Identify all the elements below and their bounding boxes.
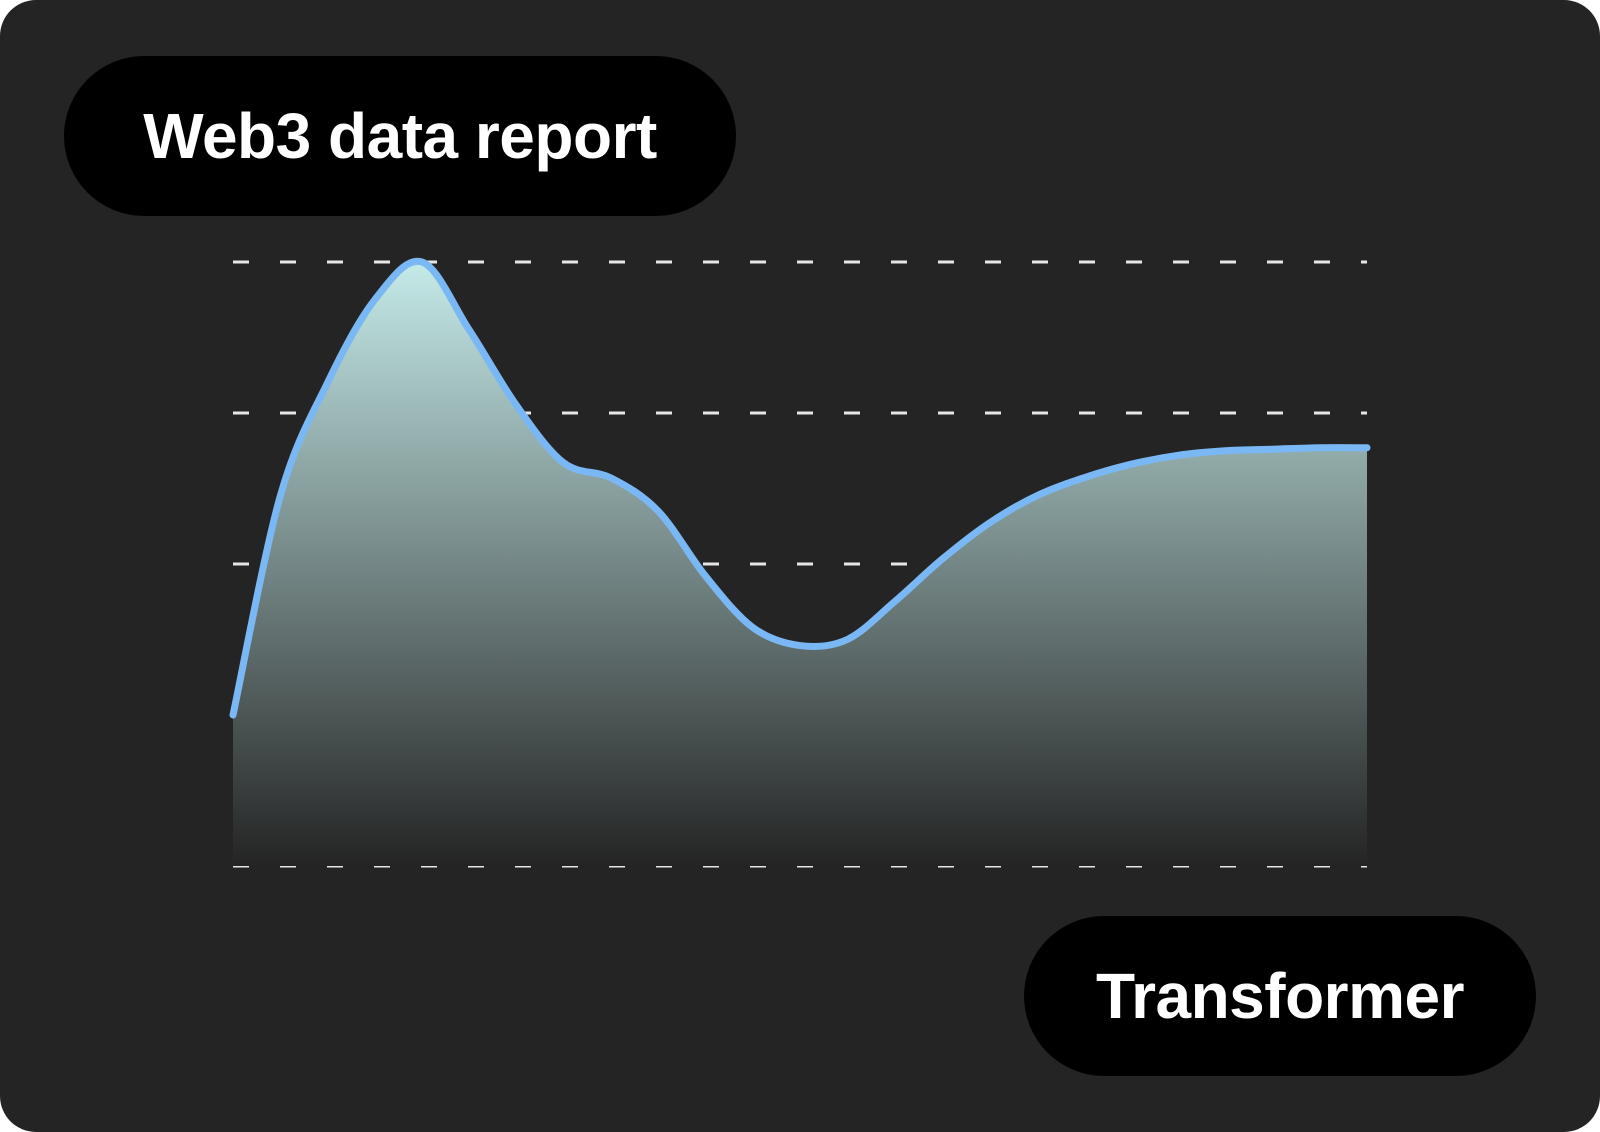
area-fill: [233, 261, 1367, 867]
report-title: Web3 data report: [143, 100, 657, 172]
model-badge: Transformer: [1024, 916, 1536, 1076]
series-line-layer: [229, 257, 1371, 719]
report-title-badge: Web3 data report: [64, 56, 736, 216]
area-fill-layer: [233, 261, 1367, 867]
model-label: Transformer: [1096, 960, 1464, 1032]
series-line: [229, 257, 1371, 719]
